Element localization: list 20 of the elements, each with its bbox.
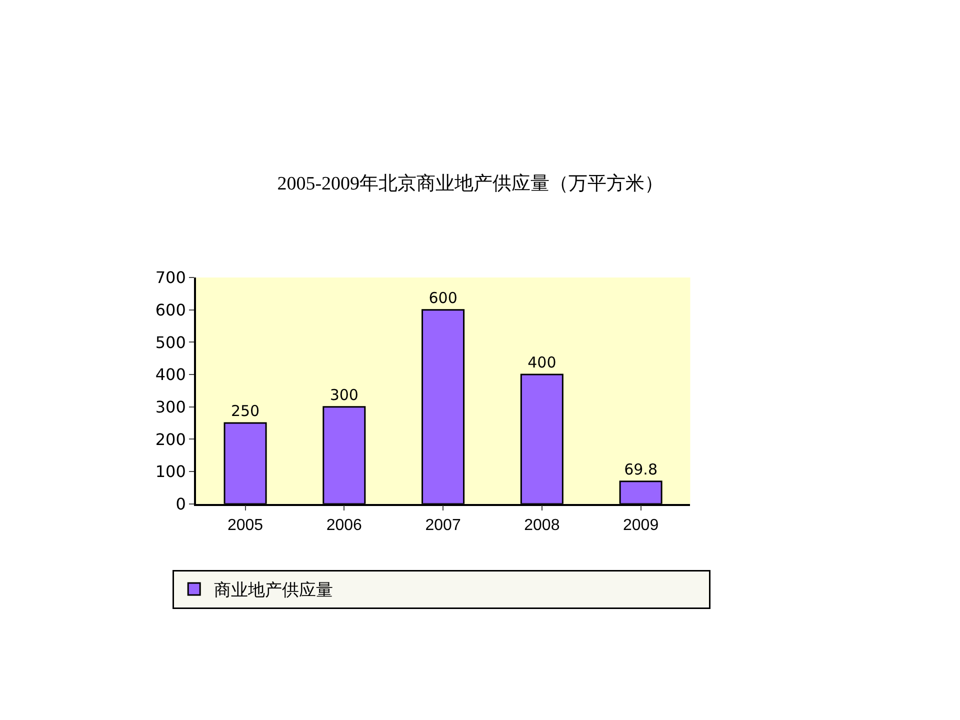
text: 400 — [528, 354, 556, 372]
x-tick-label: 2006 — [326, 516, 362, 534]
y-tick-label: 600 — [155, 300, 186, 320]
y-tick-label: 100 — [155, 462, 186, 482]
y-tick-label: 400 — [155, 365, 186, 384]
x-tick-label: 2007 — [425, 516, 461, 534]
y-tick-label: 300 — [155, 397, 186, 416]
x-tick-label: 2008 — [524, 516, 560, 534]
y-tick-label: 500 — [155, 332, 186, 352]
text: 600 — [428, 288, 458, 307]
y-tick-label: 0 — [176, 494, 186, 514]
y-tick-label: 200 — [155, 430, 186, 449]
chart-title: 2005-2009年北京商业地产供应量（万平方米） — [277, 172, 664, 195]
text: 250 — [230, 402, 260, 420]
x-tick-label: 2005 — [227, 516, 264, 534]
text: 69.8 — [624, 460, 658, 478]
x-tick-label: 2009 — [623, 516, 659, 534]
y-tick-label: 700 — [155, 268, 186, 288]
text: 300 — [330, 386, 358, 404]
legend-label: 商业地产供应量 — [214, 580, 334, 601]
